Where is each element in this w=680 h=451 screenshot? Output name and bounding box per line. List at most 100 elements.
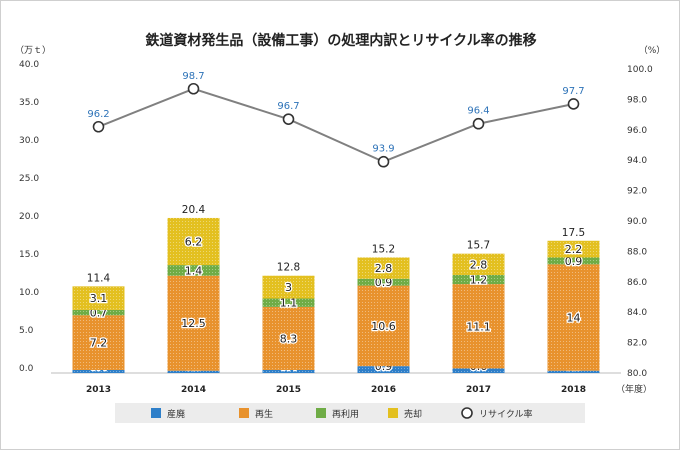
bar-texture — [357, 285, 410, 367]
rate-point — [92, 120, 105, 133]
bar-texture — [167, 275, 220, 371]
right-tick-label: 86.0 — [627, 278, 647, 288]
x-tick-label: 2015 — [276, 385, 301, 395]
left-tick-label: 30.0 — [19, 136, 39, 146]
legend-swatch-0 — [151, 408, 161, 418]
right-tick-label: 82.0 — [627, 339, 647, 349]
bar-texture — [452, 284, 505, 369]
left-tick-label: 40.0 — [19, 60, 39, 70]
bar-texture — [452, 274, 505, 285]
bar-texture — [72, 286, 125, 310]
right-tick-label: 98.0 — [627, 95, 647, 105]
left-tick-label: 35.0 — [19, 98, 39, 108]
right-tick-label: 100.0 — [627, 65, 653, 75]
legend: 産廃 再生 再利用 売却 リサイクル率 — [115, 403, 585, 423]
x-tick-label: 2017 — [466, 385, 491, 395]
left-tick-label: 5.0 — [19, 326, 34, 336]
bar-total-label: 17.5 — [562, 227, 585, 239]
bar-texture — [262, 275, 315, 299]
bar-value-label: 10.6 — [371, 320, 396, 333]
bar-total-label: 15.2 — [372, 243, 395, 255]
x-tick-label: 2018 — [561, 385, 586, 395]
legend-label: 産廃 — [167, 408, 185, 420]
bar-texture — [357, 257, 410, 279]
bar-texture — [72, 309, 125, 316]
right-tick-label: 90.0 — [627, 217, 647, 227]
right-tick-label: 88.0 — [627, 247, 647, 257]
bar-value-label: 1.2 — [470, 274, 488, 287]
bar-texture — [357, 366, 410, 373]
x-tick-label: 2013 — [86, 385, 111, 395]
left-axis-unit: （万ｔ） — [15, 45, 51, 56]
bar-texture — [167, 265, 220, 276]
right-tick-label: 94.0 — [627, 156, 647, 166]
bar-value-label: 14 — [567, 312, 581, 325]
legend-label: リサイクル率 — [479, 408, 533, 420]
x-axis-unit: （年度） — [616, 383, 652, 395]
bar-texture — [262, 306, 315, 370]
bar-texture — [262, 369, 315, 373]
bar-total-label: 11.4 — [87, 272, 111, 284]
rate-value-label: 97.7 — [562, 86, 584, 97]
legend-swatch-3 — [388, 408, 398, 418]
legend-label: 再生 — [255, 408, 273, 420]
bar-texture — [167, 217, 220, 266]
bar-value-label: 7.2 — [90, 337, 108, 350]
right-tick-label: 84.0 — [627, 308, 647, 318]
bar-value-label: 1.4 — [185, 264, 203, 277]
bar-value-label: 8.3 — [280, 332, 298, 345]
bar-texture — [547, 264, 600, 371]
legend-swatch-2 — [316, 408, 326, 418]
bar-value-label: 0.9 — [565, 255, 583, 268]
left-tick-label: 15.0 — [19, 250, 39, 260]
bar-total-label: 15.7 — [467, 240, 490, 252]
bar-texture — [72, 315, 125, 370]
bar-texture — [72, 369, 125, 373]
bar-texture — [452, 368, 505, 373]
left-tick-label: 10.0 — [19, 288, 39, 298]
rate-point — [282, 113, 295, 125]
x-tick-label: 2016 — [371, 385, 396, 395]
right-tick-label: 80.0 — [627, 369, 647, 379]
bar-texture — [547, 370, 600, 373]
bar-value-label: 12.5 — [181, 317, 206, 330]
rate-line — [98, 87, 574, 163]
rate-point — [377, 155, 390, 168]
rate-value-label: 96.4 — [467, 106, 489, 117]
bar-total-label: 20.4 — [182, 204, 206, 216]
rate-point — [187, 82, 200, 95]
left-tick-label: 0.0 — [19, 364, 34, 374]
legend-swatch-1 — [239, 408, 249, 418]
bar-value-label: 3 — [285, 281, 292, 294]
right-tick-label: 96.0 — [627, 126, 647, 136]
rate-point — [472, 117, 485, 130]
legend-label: 売却 — [404, 408, 422, 420]
legend-marker-rate — [461, 407, 473, 419]
rate-point — [567, 98, 580, 110]
rate-value-label: 96.2 — [87, 109, 109, 120]
rate-value-label: 93.9 — [372, 144, 394, 155]
bar-value-label: 6.2 — [185, 236, 203, 249]
rate-value-label: 98.7 — [182, 71, 204, 82]
left-tick-label: 20.0 — [19, 212, 39, 222]
bar-value-label: 2.8 — [375, 262, 393, 275]
bar-value-label: 2.2 — [565, 243, 583, 256]
right-axis-unit: （%） — [639, 45, 666, 56]
bar-value-label: 11.1 — [466, 320, 491, 333]
left-tick-label: 25.0 — [19, 174, 39, 184]
bar-texture — [547, 257, 600, 265]
right-tick-label: 92.0 — [627, 187, 647, 197]
rate-value-label: 96.7 — [277, 101, 299, 112]
bar-value-label: 3.1 — [90, 292, 108, 305]
x-tick-label: 2014 — [181, 385, 206, 395]
bar-texture — [357, 278, 410, 286]
legend-label: 再利用 — [332, 408, 359, 420]
bar-value-label: 0.9 — [375, 276, 393, 289]
plot-area: 0.0 5.0 10.0 15.0 20.0 25.0 30.0 35.0 40.0 80.0 82… — [19, 60, 653, 395]
bar-value-label: 2.8 — [470, 258, 488, 271]
bar-texture — [452, 253, 505, 275]
chart-title: 鉄道資材発生品（設備工事）の処理内訳とリサイクル率の推移 — [145, 32, 536, 49]
bar-texture — [262, 298, 315, 307]
